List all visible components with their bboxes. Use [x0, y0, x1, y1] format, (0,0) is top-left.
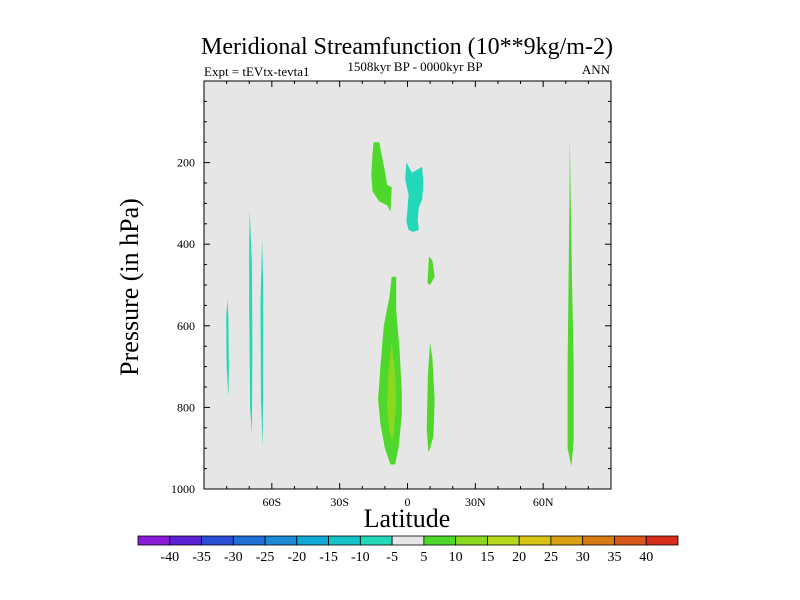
colorbar-box: [169, 535, 202, 546]
y-tick-label: 800: [177, 400, 195, 414]
x-axis-title: Latitude: [364, 504, 451, 533]
y-tick-label: 600: [177, 319, 195, 333]
colorbar-label: -35: [192, 550, 211, 565]
colorbar-box: [328, 535, 361, 546]
colorbar-box: [423, 535, 457, 546]
x-tick-label: 60S: [262, 495, 281, 509]
chart-title: Meridional Streamfunction (10**9kg/m-2): [201, 34, 613, 60]
plot-frame: [203, 80, 612, 490]
colorbar-box: [391, 535, 425, 546]
colorbar: -40 -35 -30 -25 -20 -15 -10 -5 5 10 15 20 25 30 35 40: [137, 535, 679, 565]
y-tick-label: 200: [177, 156, 195, 170]
colorbar-label: 30: [576, 550, 590, 565]
colorbar-box: [296, 535, 329, 546]
colorbar-box: [359, 535, 393, 546]
x-tick-label: 60N: [533, 495, 554, 509]
contour-region-8: [427, 256, 435, 285]
colorbar-label: -30: [224, 550, 243, 565]
colorbar-label: -40: [160, 550, 179, 565]
colorbar-box: [455, 535, 488, 546]
contour-region-5: [371, 142, 392, 212]
subtitle-right: ANN: [582, 62, 611, 77]
y-tick-label: 400: [177, 237, 195, 251]
colorbar-label: 40: [639, 550, 653, 565]
colorbar-box: [614, 535, 647, 546]
colorbar-label: 10: [449, 550, 463, 565]
x-tick-label: 30S: [330, 495, 349, 509]
colorbar-box: [487, 535, 520, 546]
subtitle-left: Expt = tEVtx-tevta1: [204, 64, 310, 79]
y-axis-title: Pressure (in hPa): [115, 198, 144, 376]
plot-area: [204, 81, 611, 489]
colorbar-label: -15: [319, 550, 338, 565]
contour-region-10: [567, 138, 574, 467]
contour-region-9: [426, 342, 435, 453]
colorbar-box: [232, 535, 266, 546]
subtitle-center: 1508kyr BP - 0000kyr BP: [347, 59, 482, 74]
x-tick-label: 0: [405, 495, 411, 509]
colorbar-box: [137, 535, 171, 546]
colorbar-label: -25: [256, 550, 275, 565]
colorbar-label: -20: [287, 550, 306, 565]
colorbar-box: [645, 535, 679, 546]
colorbar-box: [201, 535, 234, 546]
contour-region-2: [249, 209, 253, 434]
colorbar-label: 5: [420, 550, 427, 565]
contour-region-1: [226, 299, 229, 398]
y-tick-label: 1000: [171, 482, 195, 496]
contour-region-7: [387, 342, 397, 440]
colorbar-box: [582, 535, 615, 546]
colorbar-label: 20: [512, 550, 526, 565]
contour-region-3: [260, 238, 264, 449]
colorbar-label: -10: [351, 550, 370, 565]
contour-regions: [226, 138, 574, 467]
colorbar-label: -5: [386, 550, 398, 565]
colorbar-box: [550, 535, 584, 546]
colorbar-box: [264, 535, 298, 546]
colorbar-label: 35: [607, 550, 621, 565]
contour-region-4: [405, 162, 424, 232]
x-tick-label: 30N: [465, 495, 486, 509]
colorbar-box: [518, 535, 552, 546]
colorbar-label: 25: [544, 550, 558, 565]
colorbar-label: 15: [480, 550, 494, 565]
